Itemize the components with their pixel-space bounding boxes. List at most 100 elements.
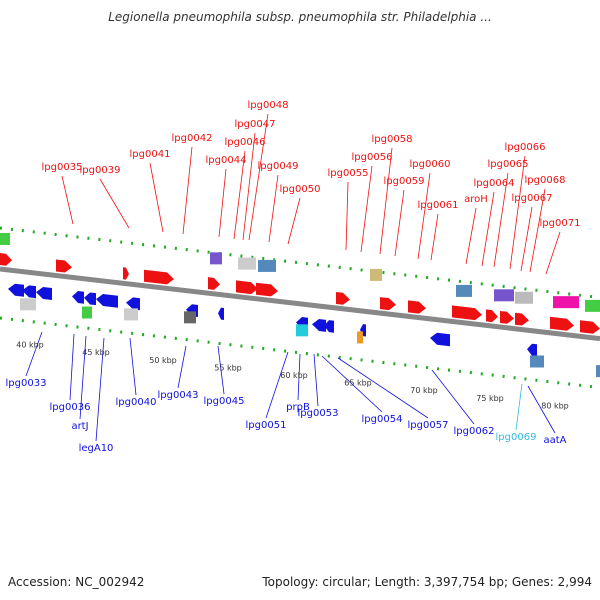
leader-line: [265, 351, 289, 419]
reverse-gene-arrow: [126, 297, 140, 311]
reverse-gene-arrow: [22, 285, 36, 299]
leader-line: [313, 353, 319, 407]
reverse-gene-arrow: [218, 307, 224, 320]
reverse-gene-label: prpB: [286, 402, 310, 413]
reverse-gene-arrow: [430, 332, 450, 347]
forward-gene-label: lpg0048: [248, 100, 289, 111]
leader-line: [481, 191, 495, 267]
reverse-gene-label: lpg0057: [408, 420, 449, 431]
forward-gene-arrow: [486, 309, 498, 323]
leader-line: [177, 345, 187, 389]
forward-gene-label: lpg0049: [258, 161, 299, 172]
leader-line: [345, 181, 349, 251]
feature-box: [124, 308, 138, 321]
forward-gene-arrow: [580, 320, 600, 334]
forward-gene-arrow: [256, 282, 278, 297]
gene-features: [0, 233, 600, 378]
leader-line: [520, 206, 533, 272]
gene-labels: 40 kbp 45 kbp 50 kbp 55 kbp 60 kbp 65 kbp 70 k…: [6, 100, 581, 454]
feature-box: [82, 306, 92, 319]
scale-ticks: [0, 226, 600, 390]
reverse-gene-arrow: [312, 319, 326, 332]
feature-box: [515, 291, 533, 304]
label-leaders: [25, 113, 561, 442]
leader-line: [61, 175, 74, 225]
backbone-line: [0, 266, 600, 342]
forward-gene-label: lpg0067: [512, 193, 553, 204]
reverse-gene-label: lpg0040: [116, 397, 157, 408]
top-tick-track: [0, 226, 600, 300]
feature-box: [20, 298, 36, 311]
leader-line: [509, 155, 526, 270]
leader-line: [337, 357, 429, 419]
scale-label: 80 kbp: [541, 401, 569, 410]
feature-box: [370, 268, 382, 281]
forward-gene-arrow: [0, 253, 12, 266]
reverse-gene-label: lpg0033: [6, 378, 47, 389]
forward-gene-label: lpg0042: [172, 133, 213, 144]
scale-label: 45 kbp: [82, 348, 110, 357]
feature-box: [494, 289, 514, 302]
leader-line: [379, 147, 393, 255]
forward-gene-label: lpg0055: [328, 168, 369, 179]
leader-line: [545, 231, 561, 275]
forward-gene-label: lpg0044: [206, 155, 247, 166]
reverse-gene-label: lpg0043: [158, 390, 199, 401]
feature-box: [585, 299, 600, 312]
reverse-gene-label: lpg0051: [246, 420, 287, 431]
scale-label: 55 kbp: [214, 363, 242, 372]
reverse-gene-label: lpg0036: [50, 402, 91, 413]
feature-box: [596, 365, 600, 378]
forward-gene-label: lpg0059: [384, 176, 425, 187]
reverse-gene-arrow: [72, 291, 84, 304]
forward-gene-arrow: [208, 277, 220, 290]
forward-gene-label: lpg0047: [235, 119, 276, 130]
reverse-gene-label: aatA: [543, 435, 566, 446]
leader-line: [465, 207, 477, 265]
leader-line: [182, 146, 193, 235]
leader-line: [242, 132, 256, 241]
feature-box: [456, 284, 472, 297]
forward-gene-arrow: [144, 269, 174, 285]
leader-line: [529, 188, 546, 273]
leader-line: [233, 150, 246, 240]
reverse-gene-label: lpg0053: [298, 408, 339, 419]
forward-gene-label: lpg0065: [488, 159, 529, 170]
forward-gene-arrow: [336, 291, 350, 305]
forward-gene-arrow: [408, 300, 426, 314]
forward-gene-arrow: [123, 267, 129, 280]
leader-line: [95, 337, 105, 442]
scale-label: 65 kbp: [344, 379, 372, 388]
leader-line: [129, 337, 137, 396]
scale-label: 60 kbp: [280, 371, 308, 380]
leader-line: [417, 172, 431, 260]
reverse-gene-label: legA10: [79, 443, 114, 454]
feature-box: [210, 252, 222, 265]
forward-gene-label: lpg0041: [130, 149, 171, 160]
forward-gene-arrow: [515, 312, 529, 326]
scale-label: 40 kbp: [16, 340, 44, 349]
leader-line: [515, 383, 523, 431]
scale-label: 70 kbp: [410, 386, 438, 395]
reverse-gene-arrow: [96, 293, 118, 308]
leader-line: [360, 165, 373, 253]
forward-gene-label: lpg0050: [280, 184, 321, 195]
forward-gene-label: lpg0035: [42, 162, 83, 173]
feature-box: [530, 355, 544, 368]
leader-line: [149, 162, 164, 233]
leader-line: [287, 197, 301, 245]
forward-gene-label: lpg0060: [410, 159, 451, 170]
reverse-gene-arrow: [324, 320, 334, 333]
leader-line: [79, 335, 87, 420]
bottom-tick-track: [0, 316, 600, 390]
reverse-gene-arrow: [84, 292, 96, 306]
feature-box: [238, 257, 256, 270]
leader-line: [268, 174, 279, 243]
genome-backbone: [0, 266, 600, 342]
reverse-gene-label: artJ: [71, 421, 88, 432]
forward-gene-label: lpg0056: [352, 152, 393, 163]
forward-gene-label: lpg0071: [540, 218, 581, 229]
feature-box: [553, 296, 579, 309]
reverse-gene-label: lpg0069: [496, 432, 537, 443]
